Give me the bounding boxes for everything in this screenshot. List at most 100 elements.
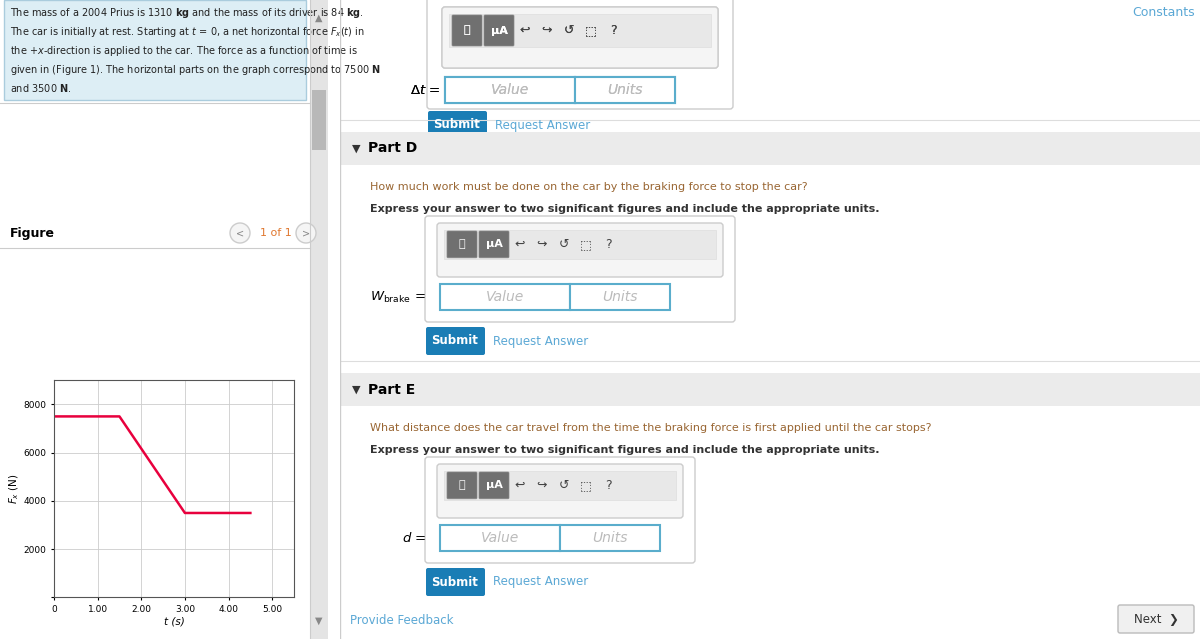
Text: Part E: Part E bbox=[368, 383, 415, 397]
FancyBboxPatch shape bbox=[479, 231, 509, 258]
Text: μA: μA bbox=[491, 26, 508, 36]
Text: Express your answer to two significant figures and include the appropriate units: Express your answer to two significant f… bbox=[370, 445, 880, 455]
Text: ⬚: ⬚ bbox=[586, 24, 596, 37]
Bar bbox=[444, 230, 716, 259]
Circle shape bbox=[230, 223, 250, 243]
Text: Submit: Submit bbox=[432, 334, 479, 348]
FancyBboxPatch shape bbox=[437, 464, 683, 518]
Text: ↪: ↪ bbox=[536, 238, 547, 251]
Text: ⧉: ⧉ bbox=[463, 26, 470, 36]
Text: ⧉: ⧉ bbox=[463, 26, 470, 36]
Text: Submit: Submit bbox=[433, 118, 480, 132]
Bar bbox=[560, 525, 660, 551]
Text: ▼: ▼ bbox=[316, 616, 323, 626]
Text: ↩: ↩ bbox=[515, 479, 526, 492]
Text: Value: Value bbox=[481, 531, 520, 545]
Text: ⧉: ⧉ bbox=[458, 481, 466, 490]
FancyBboxPatch shape bbox=[446, 231, 478, 258]
FancyBboxPatch shape bbox=[484, 15, 514, 46]
Text: ↺: ↺ bbox=[564, 24, 575, 37]
Text: ?: ? bbox=[605, 479, 611, 492]
Text: $\Delta t$ =: $\Delta t$ = bbox=[410, 84, 440, 96]
Text: ?: ? bbox=[610, 24, 617, 37]
Text: Constants: Constants bbox=[1133, 6, 1195, 19]
Text: ↺: ↺ bbox=[559, 238, 569, 251]
Text: Units: Units bbox=[602, 290, 637, 304]
Text: The mass of a 2004 Prius is 1310 $\bf{kg}$ and the mass of its driver is 84 $\bf: The mass of a 2004 Prius is 1310 $\bf{kg… bbox=[10, 6, 380, 94]
Text: ▼: ▼ bbox=[352, 144, 360, 153]
X-axis label: t (s): t (s) bbox=[163, 617, 185, 627]
Bar bbox=[440, 525, 560, 551]
Text: What distance does the car travel from the time the braking force is first appli: What distance does the car travel from t… bbox=[370, 423, 931, 433]
Bar bbox=[449, 14, 710, 47]
Text: Provide Feedback: Provide Feedback bbox=[350, 615, 454, 627]
Text: Request Answer: Request Answer bbox=[493, 576, 588, 589]
Text: Next  ❯: Next ❯ bbox=[1134, 613, 1178, 626]
Text: μA: μA bbox=[486, 240, 503, 249]
Text: Value: Value bbox=[491, 83, 529, 97]
FancyBboxPatch shape bbox=[425, 216, 734, 322]
Bar bbox=[444, 471, 676, 500]
Text: Units: Units bbox=[607, 83, 643, 97]
Bar bbox=[449, 14, 710, 47]
Bar bbox=[445, 77, 575, 103]
Bar bbox=[340, 132, 1200, 165]
Text: ?: ? bbox=[605, 238, 611, 251]
Text: ⬚: ⬚ bbox=[580, 238, 592, 251]
Y-axis label: $F_x$ (N): $F_x$ (N) bbox=[7, 473, 20, 504]
Text: ↪: ↪ bbox=[536, 479, 547, 492]
Text: 1 of 1: 1 of 1 bbox=[260, 228, 292, 238]
Bar bbox=[4, 0, 306, 100]
FancyBboxPatch shape bbox=[426, 327, 485, 355]
Text: ↺: ↺ bbox=[564, 24, 575, 37]
Text: ▲: ▲ bbox=[316, 13, 323, 23]
FancyBboxPatch shape bbox=[442, 7, 718, 68]
Text: ⧉: ⧉ bbox=[458, 240, 466, 249]
FancyBboxPatch shape bbox=[479, 472, 509, 499]
FancyBboxPatch shape bbox=[442, 7, 718, 68]
FancyBboxPatch shape bbox=[437, 223, 722, 277]
Bar bbox=[340, 373, 1200, 406]
Text: ▼: ▼ bbox=[352, 385, 360, 394]
FancyBboxPatch shape bbox=[426, 568, 485, 596]
Bar bbox=[312, 90, 326, 150]
Text: Express your answer to two significant figures and include the appropriate units: Express your answer to two significant f… bbox=[370, 204, 880, 214]
Text: ↩: ↩ bbox=[515, 238, 526, 251]
Text: Value: Value bbox=[486, 290, 524, 304]
FancyBboxPatch shape bbox=[452, 15, 482, 46]
Text: Units: Units bbox=[593, 531, 628, 545]
FancyBboxPatch shape bbox=[1118, 605, 1194, 633]
Text: Value: Value bbox=[491, 83, 529, 97]
Text: μA: μA bbox=[486, 481, 503, 490]
Text: $d$ =: $d$ = bbox=[402, 531, 426, 545]
Text: ↪: ↪ bbox=[541, 24, 552, 37]
Bar bbox=[575, 77, 674, 103]
Bar bbox=[440, 284, 570, 310]
FancyBboxPatch shape bbox=[446, 472, 478, 499]
Bar bbox=[575, 77, 674, 103]
Bar bbox=[445, 77, 575, 103]
Text: $\Delta t$ =: $\Delta t$ = bbox=[410, 84, 440, 96]
Text: ⬚: ⬚ bbox=[580, 479, 592, 492]
Circle shape bbox=[296, 223, 316, 243]
Text: >: > bbox=[302, 228, 310, 238]
Text: Submit: Submit bbox=[432, 576, 479, 589]
Text: <: < bbox=[236, 228, 244, 238]
FancyBboxPatch shape bbox=[425, 457, 695, 563]
Text: ?: ? bbox=[610, 24, 617, 37]
Bar bbox=[310, 0, 328, 639]
FancyBboxPatch shape bbox=[484, 15, 514, 46]
Text: μA: μA bbox=[491, 26, 508, 36]
Text: ↺: ↺ bbox=[559, 479, 569, 492]
Text: Units: Units bbox=[607, 83, 643, 97]
Text: Request Answer: Request Answer bbox=[493, 334, 588, 348]
FancyBboxPatch shape bbox=[452, 15, 482, 46]
Bar bbox=[570, 284, 670, 310]
Text: ↩: ↩ bbox=[520, 24, 530, 37]
Text: ↪: ↪ bbox=[541, 24, 552, 37]
Text: Request Answer: Request Answer bbox=[496, 118, 590, 132]
Text: $W_{\mathrm{brake}}$ =: $W_{\mathrm{brake}}$ = bbox=[371, 289, 426, 305]
Text: Figure: Figure bbox=[10, 226, 55, 240]
Text: Part D: Part D bbox=[368, 141, 418, 155]
Text: ⬚: ⬚ bbox=[586, 24, 596, 37]
